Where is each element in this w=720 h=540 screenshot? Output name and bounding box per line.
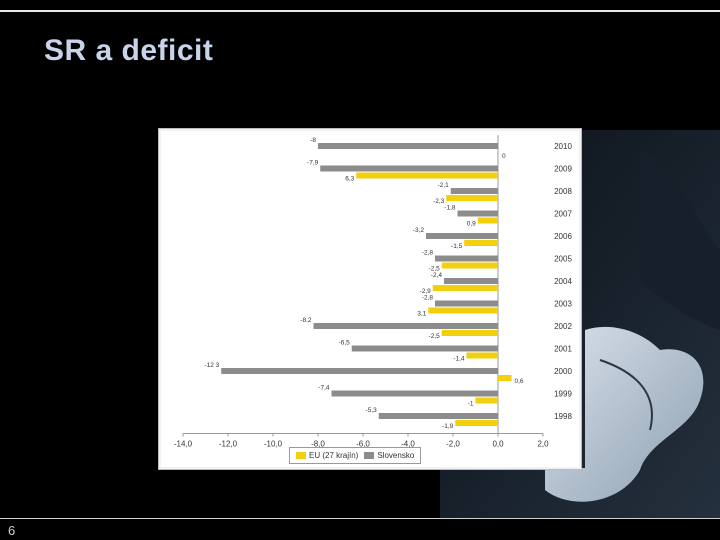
category-label: 2001 [554, 345, 572, 354]
bar-eu [356, 172, 498, 179]
bar-slovakia [221, 368, 498, 374]
data-label-eu: -1,4 [453, 356, 465, 363]
bar-slovakia [331, 390, 498, 397]
bar-eu [464, 240, 498, 246]
bar-slovakia [435, 300, 498, 307]
data-label-slovakia: -1,8 [444, 205, 456, 212]
data-label-eu: -2,9 [420, 288, 432, 295]
chart-frame: -14,0 -12,0 -10,0 -8,0 -6,0 -4,0 -2,0 0,0 2,0 201… [158, 128, 582, 470]
x-tick-label: -2,0 [446, 440, 460, 449]
data-label-eu: 3,1 [417, 311, 426, 318]
data-label-slovakia: -2,4 [431, 272, 443, 279]
data-label-slovakia: -7,4 [318, 385, 330, 392]
bar-eu [477, 217, 498, 224]
top-rule [0, 10, 720, 12]
slide-number: 6 [8, 523, 16, 538]
x-tick-label: -8,0 [311, 440, 325, 449]
data-label-eu: 0 [502, 153, 506, 160]
data-label-eu: 6,3 [345, 176, 354, 183]
category-label: 2009 [554, 165, 572, 174]
x-tick-label: -14,0 [174, 440, 193, 449]
x-tick-label: 2,0 [537, 440, 549, 449]
data-label-slovakia: -6,5 [339, 340, 351, 347]
category-label: 1999 [554, 390, 572, 399]
data-label-eu: -1,5 [451, 243, 463, 250]
bar-eu [466, 352, 498, 359]
x-tick-label: -12,0 [219, 440, 238, 449]
bar-eu [432, 285, 498, 291]
x-tick-label: -6,0 [356, 440, 370, 449]
bar-eu [428, 307, 498, 314]
bar-slovakia [444, 278, 498, 284]
legend-swatch-eu [296, 452, 306, 459]
bar-slovakia [320, 165, 498, 172]
x-tick-label: -4,0 [401, 440, 415, 449]
data-label-slovakia: -8.2 [300, 317, 312, 324]
data-label-eu: -2,5 [429, 266, 441, 273]
category-label: 1998 [554, 412, 572, 421]
category-label: 2006 [554, 232, 572, 241]
category-label: 2008 [554, 187, 572, 196]
legend-item-eu: EU (27 krajín) [296, 451, 358, 460]
bar-slovakia [318, 143, 498, 149]
bar-slovakia [378, 413, 498, 419]
slide-title: SR a deficit [44, 34, 214, 67]
category-label: 2000 [554, 367, 572, 376]
bar-slovakia [457, 210, 498, 217]
bar-eu [441, 330, 498, 336]
deficit-bar-chart: -14,0 -12,0 -10,0 -8,0 -6,0 -4,0 -2,0 0,0 2,0 201… [174, 135, 572, 449]
bar-eu [441, 262, 498, 269]
bar-eu [455, 420, 498, 426]
data-label-slovakia: -5,3 [366, 407, 378, 414]
bar-slovakia [435, 255, 498, 262]
data-label-eu: -2,5 [429, 333, 441, 340]
data-label-slovakia: -8 [310, 137, 316, 144]
bar-slovakia [351, 345, 498, 352]
data-label-slovakia: -2,8 [422, 250, 434, 257]
category-label: 2002 [554, 322, 572, 331]
data-label-slovakia: -2,8 [422, 295, 434, 302]
category-label: 2003 [554, 300, 572, 309]
data-label-eu: -1 [468, 401, 474, 408]
category-label: 2004 [554, 277, 572, 286]
legend-label-slovakia: Slovensko [377, 451, 415, 460]
data-label-slovakia: -12 3 [204, 362, 219, 369]
data-label-eu: 0,9 [467, 221, 476, 228]
data-label-slovakia: -3,2 [413, 227, 425, 234]
data-label-slovakia: -7,9 [307, 160, 319, 167]
legend-swatch-slovakia [364, 452, 375, 459]
category-label: 2007 [554, 210, 572, 219]
x-tick-label: -10,0 [264, 440, 283, 449]
data-label-slovakia: -2,1 [438, 182, 450, 189]
bar-eu [475, 397, 498, 404]
data-label-eu: -1,9 [442, 423, 454, 430]
chart-legend: EU (27 krajín) Slovensko [289, 447, 422, 464]
bottom-rule [0, 518, 720, 519]
bar-slovakia [313, 323, 498, 329]
x-tick-label: 0,0 [492, 440, 504, 449]
legend-label-eu: EU (27 krajín) [309, 451, 359, 460]
data-label-eu: 0,6 [515, 378, 524, 385]
category-label: 2005 [554, 255, 572, 264]
puzzle-light-piece [545, 326, 704, 502]
puzzle-seam [599, 359, 653, 431]
bar-slovakia [426, 233, 498, 239]
legend-item-slovakia: Slovensko [364, 451, 414, 460]
bar-eu [498, 375, 512, 381]
bar-slovakia [450, 188, 498, 194]
data-label-eu: -2,3 [433, 198, 445, 205]
category-label: 2010 [554, 142, 572, 151]
puzzle-shadow-edge [640, 150, 720, 330]
bar-eu [446, 195, 498, 201]
